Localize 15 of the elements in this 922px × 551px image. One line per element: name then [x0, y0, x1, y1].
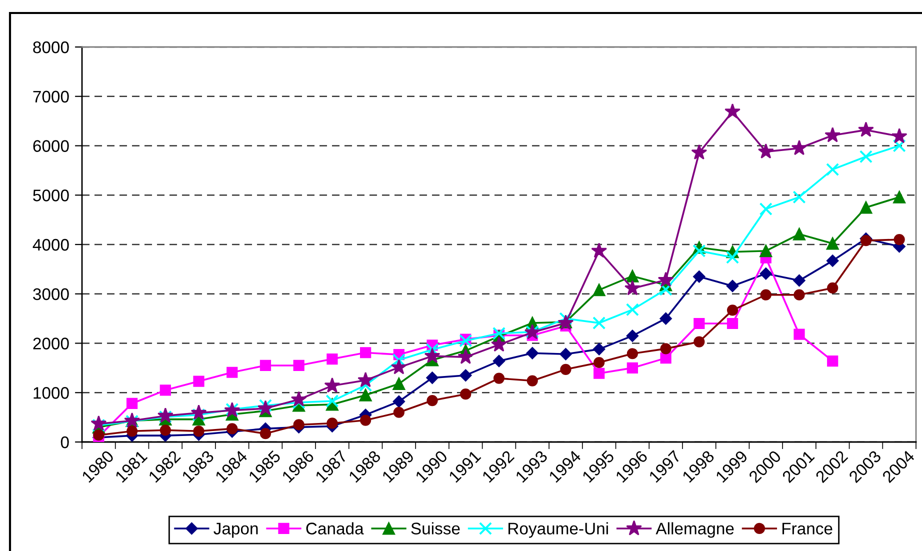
- y-tick-label: 1000: [34, 387, 69, 399]
- y-tick-label: 4000: [32, 238, 69, 251]
- legend-label: Japon: [214, 522, 258, 538]
- legend-label: Suisse: [411, 522, 460, 534]
- y-tick-label: 8000: [33, 41, 69, 54]
- y-tick-label: 6000: [33, 140, 69, 152]
- legend-label: France: [782, 522, 832, 534]
- y-tick-label: 7000: [33, 90, 69, 103]
- legend-label: Canada: [306, 522, 364, 534]
- y-tick-label: 2000: [33, 338, 69, 350]
- y-tick-label: 3000: [33, 288, 69, 300]
- legend-label: Allemagne: [656, 522, 734, 538]
- y-tick-label: 0: [60, 436, 69, 448]
- y-tick-label: 5000: [33, 190, 69, 202]
- legend-label: Royaume-Uni: [508, 522, 608, 538]
